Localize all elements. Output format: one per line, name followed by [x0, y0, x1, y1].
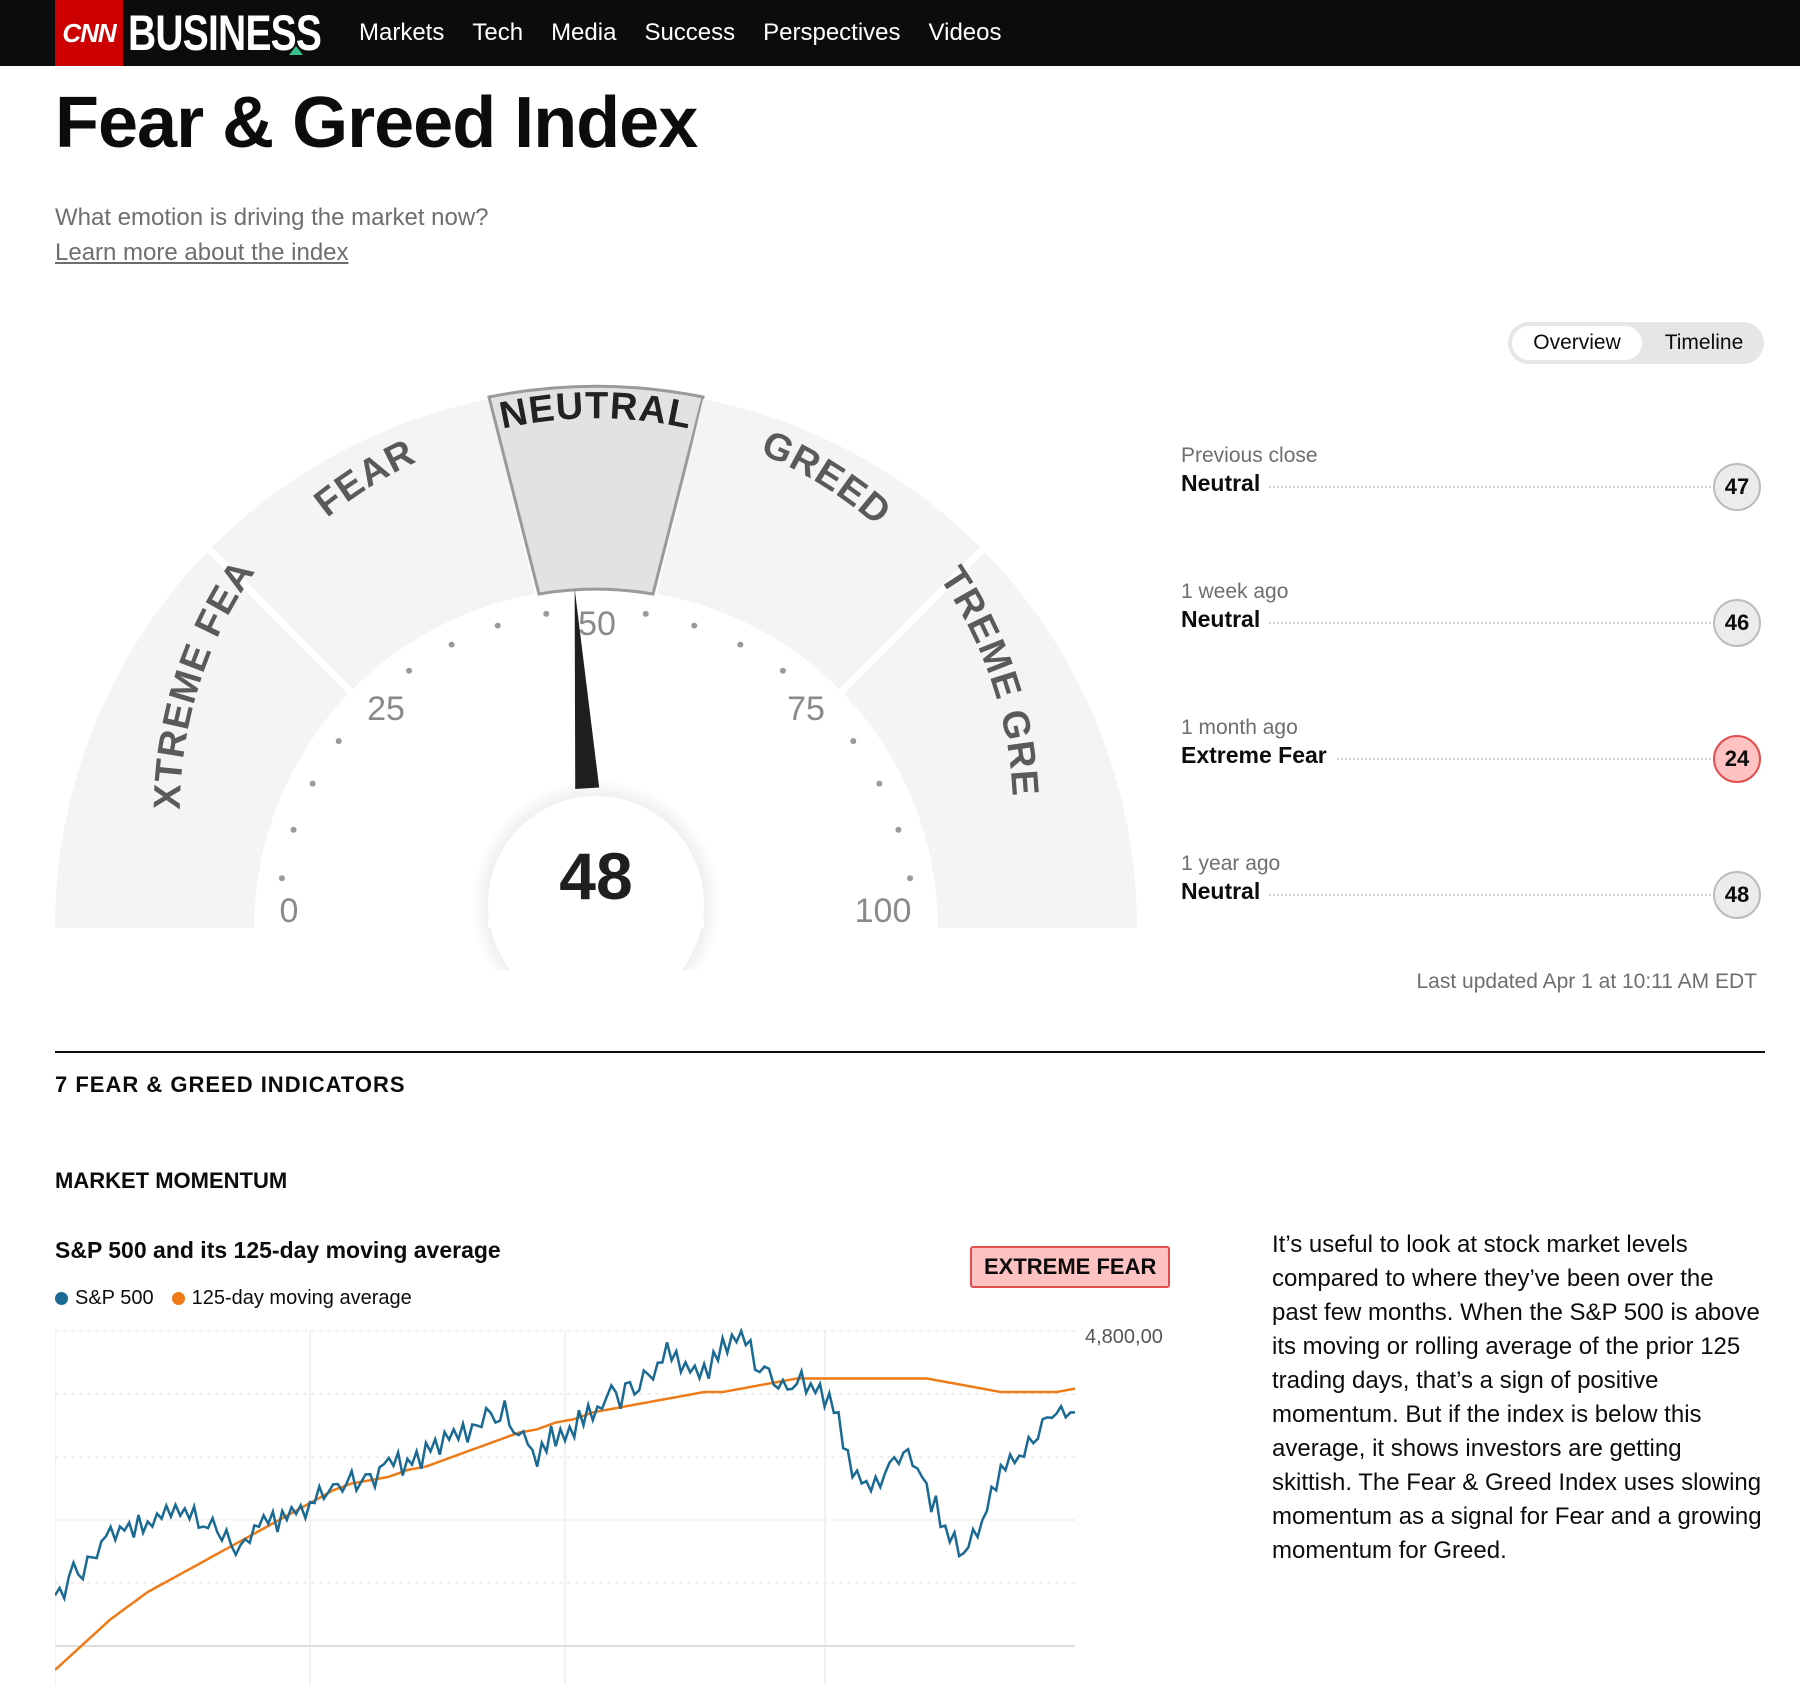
- y-axis-label: 4,800,00: [1085, 1326, 1163, 1348]
- tab-timeline[interactable]: Timeline: [1664, 331, 1744, 354]
- history-label: Previous close: [1181, 444, 1318, 467]
- tick-dot: [907, 875, 914, 882]
- tick-dot: [309, 780, 316, 787]
- tick-label-25: 25: [367, 690, 405, 728]
- history-label: 1 month ago: [1181, 716, 1298, 739]
- page-title: Fear & Greed Index: [55, 83, 698, 163]
- gauge-value: 48: [559, 839, 632, 913]
- history-value-badge: 47: [1713, 463, 1761, 511]
- history-row: Neutral 48: [1181, 871, 1761, 919]
- legend-item-moving-average[interactable]: 125-day moving average: [171, 1287, 412, 1310]
- section-divider: [55, 1051, 1765, 1053]
- tick-dot: [543, 610, 550, 617]
- legend-label: S&P 500: [75, 1287, 154, 1309]
- chart-legend: S&P 500 125-day moving average: [55, 1287, 430, 1310]
- business-logo-tick: [289, 46, 303, 55]
- nav-link-tech[interactable]: Tech: [472, 19, 524, 46]
- series-line-moving-average: [55, 1377, 1076, 1671]
- gauge-scale: 0 25 50 75 100: [280, 605, 912, 930]
- top-nav: CNN BUSINESS Markets Tech Media Success …: [0, 0, 1800, 66]
- tick-dot: [876, 780, 883, 787]
- history-label: 1 week ago: [1181, 580, 1289, 603]
- segment-greed: [657, 399, 980, 689]
- segment-extreme-greed: [844, 552, 1137, 928]
- tick-label-100: 100: [855, 892, 912, 930]
- tick-dot: [779, 667, 786, 674]
- history-previous-close: Previous close Neutral 47: [1181, 444, 1761, 511]
- tick-label-75: 75: [787, 690, 825, 728]
- tick-label-0: 0: [280, 892, 299, 930]
- gauge-needle: [574, 588, 600, 790]
- history-label: 1 year ago: [1181, 852, 1281, 875]
- gauge-segments: [55, 384, 1137, 928]
- segment-neutral: [487, 384, 705, 596]
- history-row: Neutral 46: [1181, 599, 1761, 647]
- view-toggle: Overview Timeline: [1508, 322, 1764, 364]
- dotted-leader: [1181, 486, 1711, 488]
- history-1-week-ago: 1 week ago Neutral 46: [1181, 580, 1761, 647]
- history-value-badge: 46: [1713, 599, 1761, 647]
- market-momentum-heading: MARKET MOMENTUM: [55, 1168, 288, 1193]
- history-rating: Neutral: [1181, 606, 1269, 633]
- market-momentum-chart: 4,800,00: [55, 1326, 1163, 1685]
- tab-overview[interactable]: Overview: [1512, 326, 1642, 360]
- tick-dot: [850, 738, 857, 745]
- legend-item-sp500[interactable]: S&P 500: [55, 1287, 154, 1310]
- history-row: Neutral 47: [1181, 463, 1761, 511]
- history-rating: Extreme Fear: [1181, 742, 1335, 769]
- history-value-badge: 48: [1713, 871, 1761, 919]
- cnn-logo[interactable]: CNN: [55, 0, 123, 66]
- history-1-month-ago: 1 month ago Extreme Fear 24: [1181, 716, 1761, 783]
- legend-label: 125-day moving average: [191, 1287, 412, 1309]
- tick-dot: [642, 610, 649, 617]
- dotted-leader: [1181, 894, 1711, 896]
- indicator-description: It’s useful to look at stock market leve…: [1272, 1231, 1762, 1564]
- business-wordmark[interactable]: BUSINESS: [128, 5, 322, 61]
- tick-dot: [494, 622, 501, 629]
- tick-dot: [406, 667, 413, 674]
- tick-dot: [278, 875, 285, 882]
- learn-more-link[interactable]: Learn more about the index: [55, 239, 349, 266]
- chart-title: S&P 500 and its 125-day moving average: [55, 1237, 501, 1263]
- tick-dot: [335, 738, 342, 745]
- status-badge: EXTREME FEAR: [970, 1246, 1171, 1288]
- nav-link-media[interactable]: Media: [551, 19, 617, 46]
- indicators-heading: 7 FEAR & GREED INDICATORS: [55, 1072, 406, 1097]
- dotted-leader: [1181, 758, 1711, 760]
- segment-extreme-fear: [55, 552, 348, 928]
- tick-label-50: 50: [578, 605, 616, 643]
- tick-dot: [895, 826, 902, 833]
- history-row: Extreme Fear 24: [1181, 735, 1761, 783]
- nav-link-videos[interactable]: Videos: [928, 19, 1002, 46]
- series-line-sp500: [55, 1327, 1076, 1603]
- tick-dot: [448, 641, 455, 648]
- gauge-tick-dots: [278, 610, 914, 882]
- dotted-leader: [1181, 622, 1711, 624]
- page-subtitle: What emotion is driving the market now?: [55, 204, 489, 231]
- tick-dot: [290, 826, 297, 833]
- history-1-year-ago: 1 year ago Neutral 48: [1181, 852, 1761, 919]
- history-rating: Neutral: [1181, 878, 1269, 905]
- last-updated: Last updated Apr 1 at 10:11 AM EDT: [1416, 970, 1758, 993]
- nav-link-markets[interactable]: Markets: [359, 19, 445, 46]
- tick-dot: [737, 641, 744, 648]
- nav-links: Markets Tech Media Success Perspectives …: [359, 0, 1029, 66]
- history-value-badge: 24: [1713, 735, 1761, 783]
- tick-dot: [691, 622, 698, 629]
- chart-grid: [55, 1330, 1075, 1685]
- nav-link-perspectives[interactable]: Perspectives: [763, 19, 901, 46]
- history-rating: Neutral: [1181, 470, 1269, 497]
- segment-fear: [212, 399, 535, 689]
- legend-dot: [55, 1292, 68, 1305]
- legend-dot: [171, 1292, 185, 1305]
- nav-link-success[interactable]: Success: [644, 19, 736, 46]
- fear-greed-gauge: EXTREME FEAR FEAR NEUTRAL GREED EXTREME …: [55, 380, 1137, 970]
